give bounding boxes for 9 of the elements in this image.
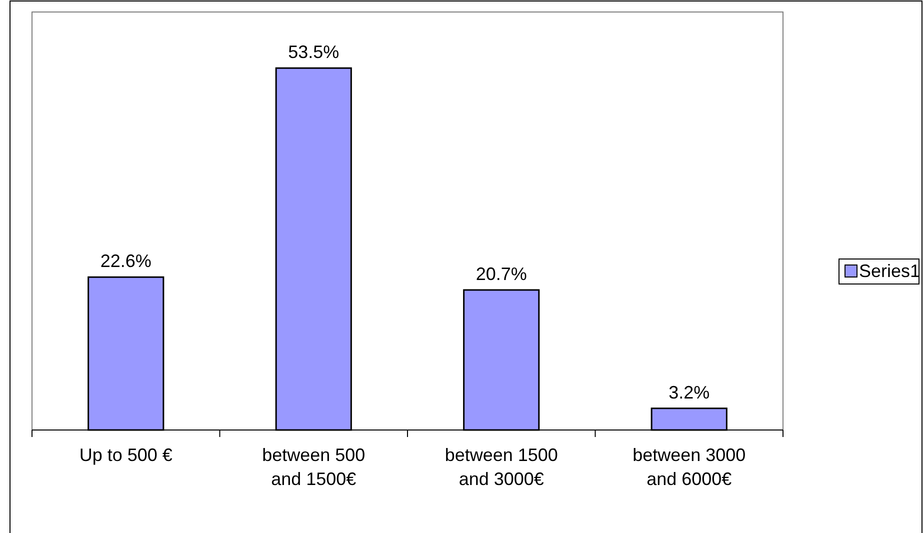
data-label: 22.6% <box>100 251 152 272</box>
data-label: 53.5% <box>288 42 340 62</box>
x-tick-label: Up to 500 € <box>79 445 172 465</box>
x-tick-label: between 3000 and 6000€ <box>632 445 746 489</box>
data-label: 20.7% <box>476 264 527 284</box>
x-tick-label: between 1500 and 3000€ <box>444 445 558 489</box>
x-tick-label: between 500 and 1500€ <box>262 445 366 489</box>
legend-label: Series1 <box>859 261 920 281</box>
data-label: 3.2% <box>668 382 710 402</box>
